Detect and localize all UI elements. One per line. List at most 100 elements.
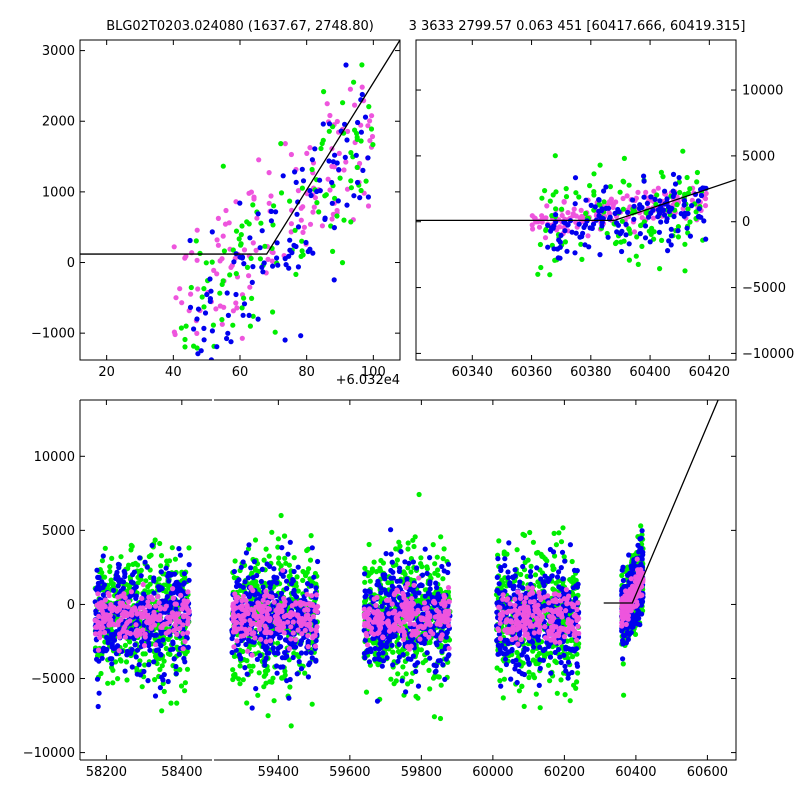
data-point-pink — [530, 226, 536, 232]
data-point-blue — [251, 639, 257, 645]
data-point-blue — [198, 348, 204, 354]
data-point-pink — [185, 619, 191, 625]
data-point-pink — [293, 637, 299, 643]
panel-top-left-x-tick-label: 20 — [98, 365, 115, 380]
data-point-blue — [296, 608, 302, 614]
data-point-blue — [433, 663, 439, 669]
data-point-blue — [94, 676, 101, 682]
data-point-green — [607, 184, 614, 190]
data-point-green — [677, 189, 683, 196]
data-point-blue — [637, 231, 643, 237]
data-point-green — [337, 175, 343, 181]
data-point-blue — [186, 577, 192, 583]
data-point-blue — [176, 651, 182, 657]
data-point-pink — [249, 652, 255, 658]
data-point-pink — [371, 609, 377, 615]
data-point-blue — [362, 114, 369, 120]
data-point-blue — [246, 312, 252, 318]
data-point-green — [405, 681, 411, 687]
data-point-pink — [253, 247, 259, 253]
data-point-pink — [325, 176, 331, 182]
data-point-green — [430, 542, 436, 548]
data-point-pink — [241, 618, 247, 624]
data-point-blue — [274, 670, 280, 676]
data-point-pink — [329, 163, 335, 169]
data-point-pink — [265, 256, 271, 262]
data-point-pink — [223, 207, 229, 214]
data-point-blue — [274, 663, 280, 669]
data-point-blue — [427, 586, 433, 592]
data-point-green — [269, 529, 275, 535]
data-point-green — [308, 533, 314, 539]
title-left: BLG02T0203.024080 (1637.67, 2748.80) — [106, 19, 374, 34]
panel-top-left-x-tick-label: 60 — [232, 365, 249, 380]
data-point-pink — [544, 203, 550, 209]
data-point-blue — [557, 654, 563, 660]
data-point-blue — [695, 198, 702, 204]
data-point-pink — [352, 102, 358, 108]
data-point-blue — [445, 569, 451, 576]
data-point-green — [621, 238, 627, 244]
data-point-green — [388, 676, 394, 682]
data-point-blue — [132, 642, 138, 648]
data-point-green — [282, 672, 288, 678]
data-point-green — [172, 556, 178, 562]
data-point-blue — [304, 581, 311, 587]
data-point-blue — [562, 228, 568, 234]
data-point-blue — [273, 209, 279, 215]
data-point-blue — [402, 559, 408, 565]
data-point-green — [261, 557, 267, 563]
data-point-blue — [565, 659, 572, 665]
data-point-blue — [531, 644, 537, 650]
data-point-pink — [153, 642, 159, 648]
data-point-pink — [307, 602, 313, 608]
data-point-green — [132, 560, 139, 567]
data-point-blue — [395, 658, 401, 664]
data-point-blue — [400, 652, 406, 658]
data-point-pink — [255, 600, 261, 606]
data-point-blue — [298, 666, 305, 672]
data-point-green — [659, 237, 665, 243]
data-point-pink — [185, 589, 191, 595]
data-point-green — [377, 567, 383, 573]
data-point-pink — [441, 612, 447, 619]
data-point-pink — [146, 594, 152, 600]
data-point-blue — [516, 583, 523, 589]
data-point-pink — [241, 633, 247, 639]
data-point-pink — [211, 267, 217, 273]
data-point-blue — [149, 542, 155, 549]
data-point-blue — [550, 549, 557, 555]
data-point-blue — [133, 654, 139, 660]
data-point-pink — [406, 646, 412, 652]
data-point-blue — [163, 565, 169, 571]
data-point-pink — [392, 621, 398, 628]
data-point-green — [497, 678, 503, 684]
data-point-green — [238, 232, 244, 238]
data-point-green — [219, 317, 225, 323]
data-point-green — [278, 190, 285, 196]
data-point-blue — [647, 239, 653, 245]
panel-top-right-x-tick-label: 60340 — [452, 365, 493, 380]
data-point-blue — [684, 225, 690, 231]
data-point-green — [354, 130, 360, 137]
data-point-green — [247, 323, 253, 329]
data-point-blue — [311, 574, 317, 580]
data-point-blue — [383, 644, 390, 650]
data-point-blue — [383, 551, 389, 557]
data-point-green — [232, 673, 238, 680]
data-point-pink — [244, 648, 251, 654]
data-point-green — [562, 239, 569, 245]
data-point-pink — [281, 595, 287, 602]
data-point-blue — [415, 683, 422, 689]
data-point-green — [295, 588, 301, 594]
data-point-green — [553, 659, 560, 666]
data-point-green — [252, 579, 258, 585]
data-point-blue — [255, 591, 261, 597]
data-point-green — [440, 576, 446, 582]
data-point-green — [193, 238, 199, 244]
data-point-green — [261, 673, 267, 679]
data-point-pink — [327, 112, 333, 119]
data-point-pink — [173, 626, 179, 632]
data-point-blue — [553, 212, 559, 218]
data-point-green — [230, 247, 236, 253]
